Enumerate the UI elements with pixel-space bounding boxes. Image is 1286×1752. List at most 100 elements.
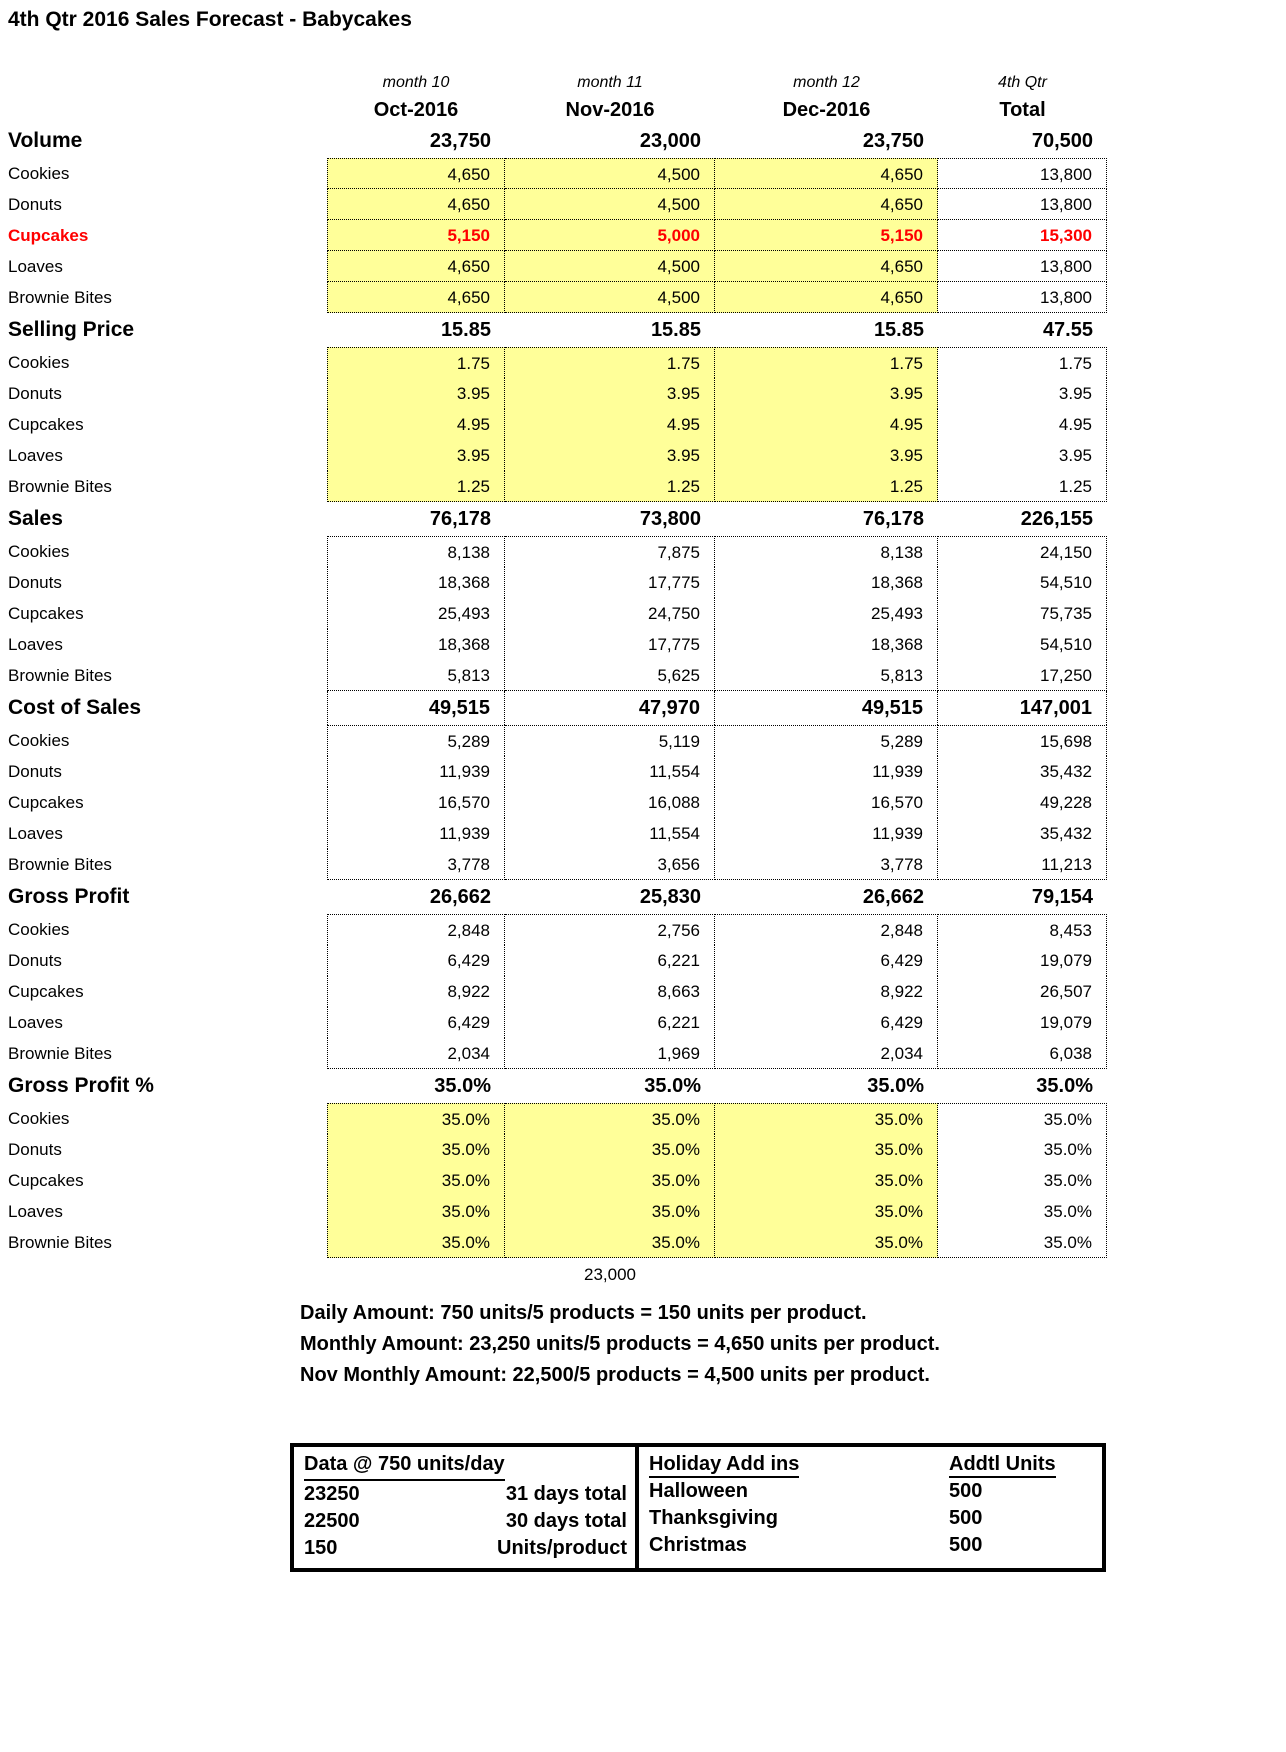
value-cell: 35.0%	[505, 1227, 715, 1258]
row-label: Cookies	[8, 731, 70, 750]
summary-row-volume: Volume 23,750 23,000 23,750 70,500	[0, 124, 1286, 158]
section-summary-value: 23,750	[429, 130, 491, 152]
value-cell: 35.0%	[938, 1165, 1107, 1196]
value-cell: 6,429	[715, 945, 938, 976]
section-gross-profit: Gross Profit 26,662 25,830 26,662 79,154 Cook…	[0, 880, 1286, 1069]
value-cell: 16,088	[505, 787, 715, 818]
column-header-dec: Dec-2016	[782, 99, 871, 121]
value-cell: 7,875	[505, 536, 715, 567]
row-label: Cupcakes	[8, 982, 84, 1001]
holiday-name: Thanksgiving	[649, 1507, 778, 1529]
summary-row-cost-of-sales: Cost of Sales 49,515 47,970 49,515 147,001	[0, 691, 1286, 725]
value-cell: 6,221	[505, 945, 715, 976]
row-loaves: Loaves 18,368 17,775 18,368 54,510	[0, 629, 1286, 660]
section-label: Volume	[8, 129, 83, 152]
calculation-notes: Daily Amount: 750 units/5 products = 150…	[300, 1298, 1286, 1391]
row-label: Cookies	[8, 353, 70, 372]
holiday-addins-header: Holiday Add ins	[649, 1453, 800, 1478]
value-cell: 1.75	[715, 347, 938, 378]
value-cell: 1.25	[715, 471, 938, 502]
section-label: Selling Price	[8, 318, 135, 341]
row-cupcakes: Cupcakes 16,570 16,088 16,570 49,228	[0, 787, 1286, 818]
page-title: 4th Qtr 2016 Sales Forecast - Babycakes	[8, 8, 412, 31]
row-loaves: Loaves 4,650 4,500 4,650 13,800	[0, 251, 1286, 282]
value-cell: 4.95	[715, 409, 938, 440]
value-cell: 4.95	[505, 409, 715, 440]
value-cell: 6,429	[715, 1007, 938, 1038]
row-label: Loaves	[8, 446, 63, 465]
row-cookies: Cookies 5,289 5,119 5,289 15,698	[0, 725, 1286, 756]
value-cell: 54,510	[938, 629, 1107, 660]
value-cell: 5,625	[505, 660, 715, 691]
value-cell: 6,429	[327, 945, 505, 976]
holiday-header-row: Holiday Add ins Addtl Units	[649, 1451, 1094, 1478]
value-cell: 1.25	[505, 471, 715, 502]
value-cell: 6,038	[938, 1038, 1107, 1069]
value-cell: 35.0%	[327, 1196, 505, 1227]
value-cell: 35.0%	[505, 1134, 715, 1165]
value-cell: 4,650	[327, 282, 505, 313]
row-brownie-bites: Brownie Bites 2,034 1,969 2,034 6,038	[0, 1038, 1286, 1069]
value-cell: 1,969	[505, 1038, 715, 1069]
value-cell: 35,432	[938, 818, 1107, 849]
section-summary-value: 25,830	[639, 886, 701, 908]
row-cupcakes: Cupcakes 25,493 24,750 25,493 75,735	[0, 598, 1286, 629]
value-cell: 16,570	[715, 787, 938, 818]
section-selling-price: Selling Price 15.85 15.85 15.85 47.55 Cookies…	[0, 313, 1286, 502]
value-cell: 3.95	[505, 378, 715, 409]
addtl-units-header-wrap: Addtl Units	[949, 1451, 1094, 1478]
row-label: Loaves	[8, 1013, 63, 1032]
row-cupcakes: Cupcakes 35.0% 35.0% 35.0% 35.0%	[0, 1165, 1286, 1196]
summary-row-sales: Sales 76,178 73,800 76,178 226,155	[0, 502, 1286, 536]
section-summary-value: 35.0%	[867, 1075, 924, 1097]
value-cell: 6,221	[505, 1007, 715, 1038]
row-donuts: Donuts 18,368 17,775 18,368 54,510	[0, 567, 1286, 598]
column-header-oct: Oct-2016	[373, 99, 459, 121]
row-cookies: Cookies 1.75 1.75 1.75 1.75	[0, 347, 1286, 378]
value-cell: 35.0%	[715, 1196, 938, 1227]
value-cell: 54,510	[938, 567, 1107, 598]
section-label: Gross Profit	[8, 885, 130, 908]
month-name-header-row: Oct-2016 Nov-2016 Dec-2016 Total	[0, 96, 1286, 124]
units-value: 22500	[304, 1510, 360, 1532]
section-summary-value: 47.55	[1042, 319, 1093, 341]
holiday-units: 500	[949, 1534, 983, 1556]
value-cell: 4,650	[715, 189, 938, 220]
units-data-header: Data @ 750 units/day	[304, 1451, 505, 1481]
value-cell: 4,500	[505, 189, 715, 220]
value-cell: 35.0%	[938, 1227, 1107, 1258]
row-label: Cupcakes	[8, 793, 84, 812]
row-cupcakes: Cupcakes 5,150 5,000 5,150 15,300	[0, 220, 1286, 251]
value-cell: 8,922	[715, 976, 938, 1007]
row-brownie-bites: Brownie Bites 3,778 3,656 3,778 11,213	[0, 849, 1286, 880]
value-cell: 35.0%	[715, 1165, 938, 1196]
holiday-units: 500	[949, 1480, 983, 1502]
row-loaves: Loaves 35.0% 35.0% 35.0% 35.0%	[0, 1196, 1286, 1227]
value-cell: 3.95	[327, 378, 505, 409]
section-summary-value: 35.0%	[434, 1075, 491, 1097]
row-label: Donuts	[8, 384, 62, 403]
value-cell: 19,079	[938, 1007, 1107, 1038]
row-label: Loaves	[8, 824, 63, 843]
note-daily-amount: Daily Amount: 750 units/5 products = 150…	[300, 1302, 867, 1324]
row-label: Cookies	[8, 164, 70, 183]
value-cell: 3.95	[938, 378, 1107, 409]
section-summary-value: 26,662	[862, 886, 924, 908]
value-cell: 19,079	[938, 945, 1107, 976]
holiday-name: Halloween	[649, 1480, 748, 1502]
value-cell: 17,775	[505, 629, 715, 660]
value-cell: 1.75	[938, 347, 1107, 378]
value-cell: 35.0%	[505, 1165, 715, 1196]
note-nov-monthly-amount: Nov Monthly Amount: 22,500/5 products = …	[300, 1364, 930, 1386]
footnote-spacer	[0, 1260, 327, 1290]
value-cell: 11,939	[715, 818, 938, 849]
value-cell: 3.95	[938, 440, 1107, 471]
holiday-name: Christmas	[649, 1534, 747, 1556]
value-cell: 3,656	[505, 849, 715, 880]
footnote-spacer	[327, 1260, 505, 1290]
value-cell: 35.0%	[327, 1103, 505, 1134]
section-sales: Sales 76,178 73,800 76,178 226,155 Cookies 8,1…	[0, 502, 1286, 691]
units-value: 23250	[304, 1483, 360, 1505]
value-cell: 1.75	[505, 347, 715, 378]
value-cell: 11,554	[505, 756, 715, 787]
